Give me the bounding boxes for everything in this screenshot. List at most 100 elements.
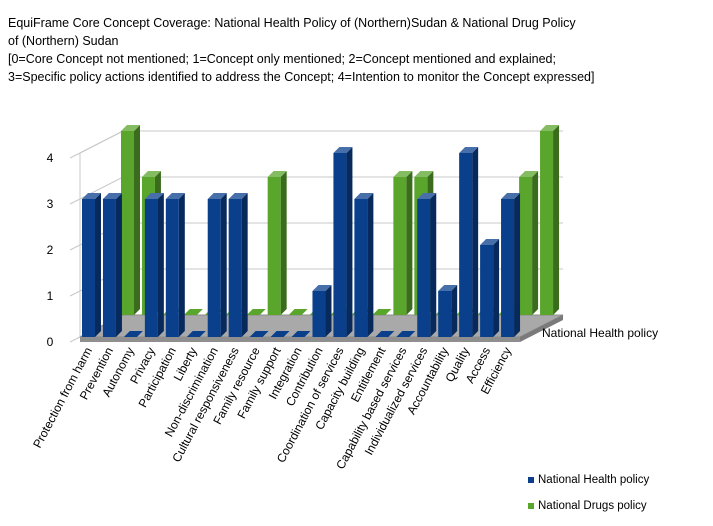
y-tick-label: 2 bbox=[47, 243, 54, 257]
bar-top bbox=[459, 147, 479, 153]
gridline bbox=[69, 130, 563, 159]
bar-top bbox=[354, 193, 374, 199]
depth-axis-label: National Health policy bbox=[542, 326, 658, 340]
bar-side bbox=[514, 193, 521, 337]
bar-top bbox=[396, 331, 416, 337]
bar-top bbox=[165, 193, 185, 199]
bar-health-5 bbox=[186, 331, 206, 337]
bar-side bbox=[95, 193, 101, 337]
title-line: EquiFrame Core Concept Coverage: Nationa… bbox=[8, 16, 576, 30]
bar-top bbox=[291, 331, 311, 337]
bar-front bbox=[540, 131, 554, 315]
bar-top bbox=[417, 193, 437, 199]
bar-front bbox=[121, 131, 134, 315]
bar-top bbox=[375, 331, 395, 337]
bar-health-8 bbox=[249, 331, 269, 337]
bar-drugs-12 bbox=[372, 309, 392, 315]
bar-health-18 bbox=[459, 147, 479, 337]
bar-top bbox=[82, 193, 101, 199]
legend-swatch bbox=[528, 503, 534, 509]
bar-front bbox=[501, 199, 515, 337]
bar-side bbox=[367, 193, 374, 337]
bar-side bbox=[346, 147, 353, 337]
legend-item-health: National Health policy bbox=[528, 474, 649, 486]
bar-top bbox=[121, 125, 140, 131]
bar-side bbox=[532, 171, 539, 315]
bar-health-16 bbox=[417, 193, 437, 337]
bar-side bbox=[406, 171, 413, 315]
bar-front bbox=[82, 199, 95, 337]
bar-front bbox=[144, 199, 158, 337]
bar-side bbox=[430, 193, 437, 337]
bar-top bbox=[123, 331, 143, 337]
bar-side bbox=[472, 147, 479, 337]
drugs-policy-series bbox=[121, 125, 560, 315]
floor-edge bbox=[80, 337, 520, 342]
bar-top bbox=[144, 193, 164, 199]
bar-top bbox=[246, 309, 266, 315]
bar-health-20 bbox=[501, 193, 521, 337]
bar-top bbox=[414, 171, 434, 177]
bar-health-15 bbox=[396, 331, 416, 337]
bar-health-0 bbox=[82, 193, 101, 337]
bar-front bbox=[165, 199, 179, 337]
y-tick-label: 3 bbox=[47, 197, 54, 211]
bar-side bbox=[178, 193, 185, 337]
health-policy-series bbox=[82, 147, 521, 337]
title-line: of (Northern) Sudan bbox=[8, 34, 119, 48]
bar-front bbox=[354, 199, 368, 337]
bar-health-3 bbox=[144, 193, 164, 337]
title-line: 3=Specific policy actions identified to … bbox=[8, 70, 595, 84]
legend-item-drugs: National Drugs policy bbox=[528, 500, 647, 512]
bar-top bbox=[372, 309, 392, 315]
bar-top bbox=[519, 171, 539, 177]
legend-label: National Drugs policy bbox=[538, 500, 647, 512]
bar-top bbox=[270, 331, 290, 337]
bar-drugs-0 bbox=[121, 125, 140, 315]
bar-front bbox=[393, 177, 407, 315]
bar-front bbox=[459, 153, 473, 337]
bar-side bbox=[493, 239, 500, 337]
bar-side bbox=[451, 285, 458, 337]
bar-drugs-13 bbox=[393, 171, 413, 315]
bar-drugs-7 bbox=[267, 171, 287, 315]
legend-swatch bbox=[528, 477, 534, 483]
bar-top bbox=[438, 285, 458, 291]
bar-health-12 bbox=[333, 147, 353, 337]
bar-side bbox=[325, 285, 332, 337]
bar-health-1 bbox=[102, 193, 122, 337]
bar-health-7 bbox=[228, 193, 248, 337]
bar-top bbox=[333, 147, 353, 153]
bar-front bbox=[438, 291, 452, 337]
bar-front bbox=[480, 245, 494, 337]
bar-top bbox=[267, 171, 287, 177]
bar-health-13 bbox=[354, 193, 374, 337]
bar-drugs-8 bbox=[288, 309, 308, 315]
bar-top bbox=[102, 193, 122, 199]
bar-front bbox=[312, 291, 326, 337]
floor-side bbox=[520, 315, 563, 342]
bar-top bbox=[393, 171, 413, 177]
y-tick-label: 0 bbox=[47, 335, 54, 349]
bar-health-19 bbox=[480, 239, 500, 337]
bar-top bbox=[249, 331, 269, 337]
bar-health-4 bbox=[165, 193, 185, 337]
bar-top bbox=[183, 309, 203, 315]
bar-drugs-19 bbox=[519, 171, 539, 315]
bar-side bbox=[280, 171, 287, 315]
bar-top bbox=[207, 193, 227, 199]
bar-top bbox=[501, 193, 521, 199]
bar-health-6 bbox=[207, 193, 227, 337]
bar-side bbox=[115, 193, 122, 337]
bar-front bbox=[207, 199, 221, 337]
chart-title: EquiFrame Core Concept Coverage: Nationa… bbox=[8, 14, 708, 86]
bar-drugs-20 bbox=[540, 125, 560, 315]
bar-side bbox=[157, 193, 164, 337]
bar-front bbox=[519, 177, 533, 315]
bar-health-2 bbox=[123, 331, 143, 337]
bar-drugs-3 bbox=[183, 309, 203, 315]
bar-health-17 bbox=[438, 285, 458, 337]
bar-drugs-6 bbox=[246, 309, 266, 315]
bar-side bbox=[553, 125, 560, 315]
